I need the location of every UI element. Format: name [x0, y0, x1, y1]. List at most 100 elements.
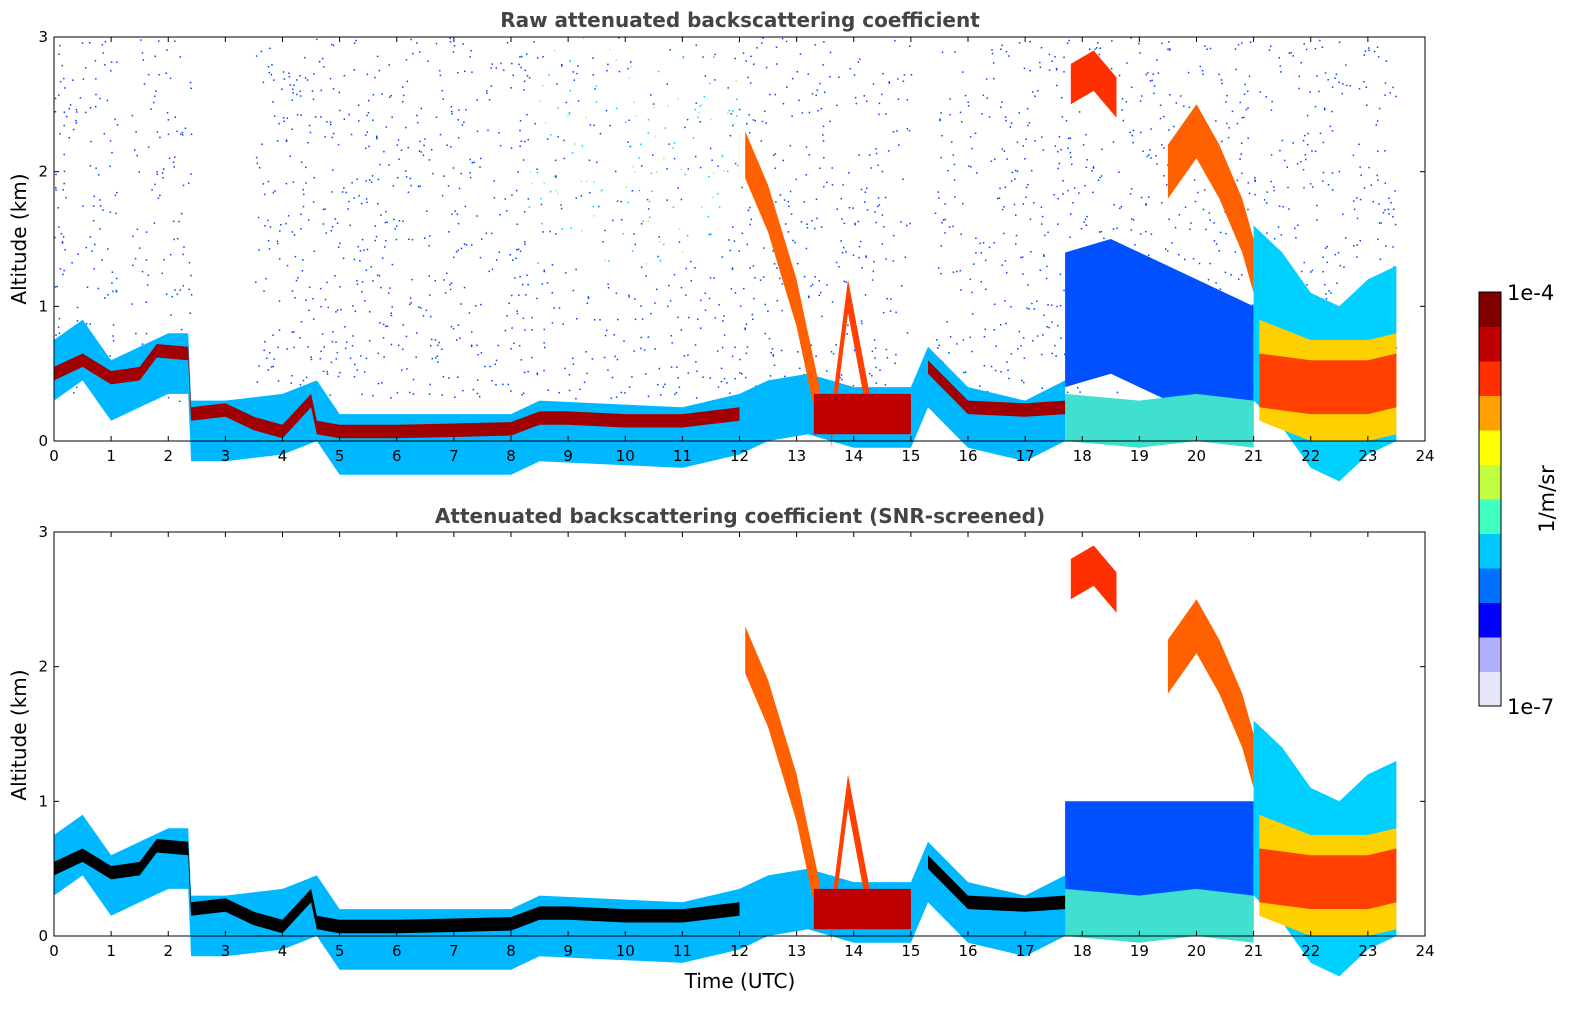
- noise-pixel: [974, 132, 977, 135]
- noise-pixel: [680, 329, 683, 331]
- noise-pixel: [344, 326, 346, 328]
- noise-pixel: [288, 72, 290, 74]
- noise-pixel: [731, 355, 734, 358]
- noise-pixel: [820, 107, 823, 110]
- noise-pixel: [461, 124, 464, 126]
- noise-pixel: [161, 272, 164, 275]
- noise-pixel: [1234, 48, 1237, 50]
- noise-pixel: [734, 377, 737, 380]
- noise-pixel: [65, 115, 68, 118]
- noise-pixel: [792, 239, 794, 242]
- x-tick-label: 17: [1016, 447, 1035, 465]
- noise-pixel: [1314, 150, 1317, 153]
- noise-pixel: [336, 309, 339, 312]
- noise-pixel: [1378, 222, 1381, 225]
- noise-pixel: [597, 205, 600, 208]
- bottom-y-axis-label: Altitude (km): [7, 669, 31, 800]
- noise-pixel: [63, 170, 66, 173]
- noise-pixel: [416, 121, 419, 124]
- noise-pixel: [956, 270, 958, 273]
- noise-pixel: [988, 116, 991, 118]
- noise-pixel: [500, 62, 502, 65]
- noise-pixel: [460, 172, 463, 175]
- noise-pixel: [611, 376, 614, 379]
- noise-pixel: [654, 302, 656, 304]
- noise-pixel: [1392, 86, 1394, 89]
- noise-pixel: [1171, 242, 1173, 244]
- noise-pixel: [624, 121, 627, 123]
- noise-pixel: [1314, 105, 1317, 108]
- noise-pixel: [477, 353, 479, 356]
- noise-pixel: [490, 67, 492, 69]
- noise-pixel: [906, 224, 908, 227]
- noise-pixel: [854, 96, 857, 99]
- noise-pixel: [1306, 143, 1309, 146]
- noise-pixel: [267, 219, 269, 222]
- noise-pixel: [425, 309, 428, 312]
- noise-pixel: [745, 60, 747, 62]
- noise-pixel: [1311, 150, 1313, 152]
- noise-pixel: [1219, 231, 1222, 234]
- noise-pixel: [1130, 188, 1133, 190]
- noise-pixel: [516, 223, 518, 225]
- noise-pixel: [678, 241, 681, 243]
- noise-pixel: [382, 337, 385, 339]
- noise-pixel: [746, 346, 749, 348]
- noise-pixel: [675, 391, 678, 394]
- noise-pixel: [816, 217, 818, 220]
- noise-pixel: [647, 208, 650, 210]
- x-tick-label: 13: [787, 942, 806, 960]
- noise-pixel: [453, 45, 456, 47]
- noise-pixel: [59, 268, 62, 270]
- surface-layer: [1065, 393, 1254, 448]
- noise-pixel: [1168, 48, 1171, 50]
- noise-pixel: [64, 249, 66, 251]
- noise-pixel: [263, 349, 265, 352]
- noise-pixel: [385, 239, 387, 242]
- noise-pixel: [374, 76, 376, 79]
- y-tick-label: 1: [38, 792, 48, 810]
- noise-pixel: [815, 355, 817, 358]
- noise-pixel: [1054, 56, 1056, 58]
- noise-pixel: [159, 136, 161, 139]
- noise-pixel: [759, 279, 762, 281]
- noise-pixel: [696, 370, 698, 373]
- noise-pixel: [727, 87, 729, 89]
- noise-pixel: [1016, 141, 1019, 144]
- noise-pixel: [836, 208, 838, 210]
- noise-pixel: [608, 48, 611, 51]
- noise-pixel: [476, 99, 478, 101]
- noise-pixel: [82, 205, 84, 207]
- noise-pixel: [554, 159, 557, 162]
- noise-pixel: [1132, 129, 1135, 132]
- noise-pixel: [153, 101, 155, 104]
- noise-pixel: [620, 218, 623, 221]
- noise-pixel: [1189, 228, 1191, 231]
- noise-pixel: [543, 270, 546, 273]
- noise-pixel: [858, 245, 861, 248]
- noise-pixel: [1169, 93, 1171, 96]
- noise-pixel: [748, 131, 751, 134]
- noise-pixel: [909, 222, 911, 225]
- noise-pixel: [852, 384, 855, 387]
- noise-pixel: [511, 194, 513, 196]
- noise-pixel: [768, 337, 771, 340]
- noise-pixel: [463, 286, 466, 289]
- x-tick-label: 1: [106, 942, 116, 960]
- noise-pixel: [273, 358, 275, 360]
- noise-pixel: [615, 59, 618, 61]
- noise-pixel: [523, 211, 526, 213]
- noise-pixel: [389, 287, 391, 289]
- noise-pixel: [971, 291, 973, 294]
- noise-pixel: [840, 240, 842, 242]
- noise-pixel: [1000, 370, 1002, 373]
- noise-pixel: [687, 316, 690, 319]
- noise-pixel: [1048, 69, 1051, 71]
- noise-pixel: [388, 96, 391, 99]
- noise-pixel: [293, 234, 296, 236]
- noise-pixel: [568, 111, 571, 114]
- noise-pixel: [1208, 212, 1211, 214]
- noise-pixel: [629, 145, 632, 148]
